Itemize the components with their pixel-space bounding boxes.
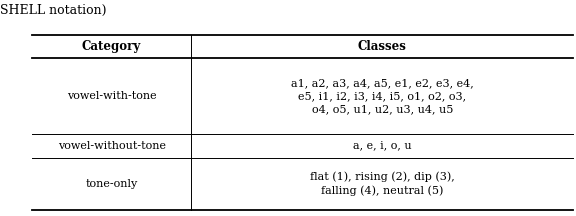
Text: flat (1), rising (2), dip (3),
falling (4), neutral (5): flat (1), rising (2), dip (3), falling (… [310,172,454,195]
Text: Category: Category [82,40,141,53]
Text: a, e, i, o, u: a, e, i, o, u [353,141,412,151]
Text: SHELL notation): SHELL notation) [0,4,107,17]
Text: tone-only: tone-only [85,178,138,189]
Text: Classes: Classes [358,40,407,53]
Text: vowel-without-tone: vowel-without-tone [58,141,165,151]
Text: a1, a2, a3, a4, a5, e1, e2, e3, e4,
e5, i1, i2, i3, i4, i5, o1, o2, o3,
o4, o5, : a1, a2, a3, a4, a5, e1, e2, e3, e4, e5, … [291,78,473,114]
Text: vowel-with-tone: vowel-with-tone [67,91,156,101]
